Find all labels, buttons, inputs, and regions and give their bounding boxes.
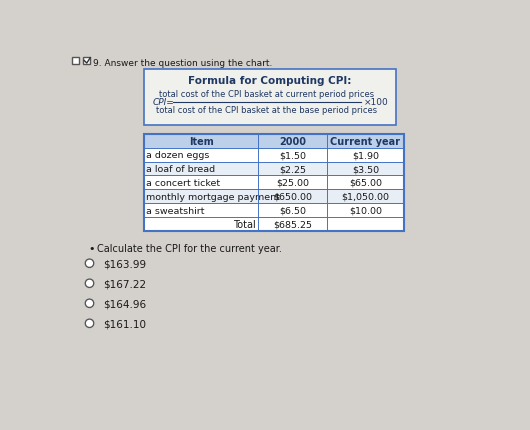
- Text: Calculate the CPI for the current year.: Calculate the CPI for the current year.: [97, 244, 282, 254]
- Text: $1.50: $1.50: [279, 151, 306, 160]
- Text: monthly mortgage payment: monthly mortgage payment: [146, 192, 280, 201]
- Text: $167.22: $167.22: [103, 279, 147, 289]
- Bar: [144, 135, 404, 231]
- Text: total cost of the CPI basket at the base period prices: total cost of the CPI basket at the base…: [156, 105, 377, 114]
- Text: Total: Total: [233, 219, 256, 230]
- Text: $164.96: $164.96: [103, 298, 147, 309]
- Circle shape: [85, 299, 94, 308]
- Bar: [144, 162, 404, 176]
- Text: Formula for Computing CPI:: Formula for Computing CPI:: [188, 76, 351, 86]
- Text: $65.00: $65.00: [349, 178, 382, 187]
- Text: 2000: 2000: [279, 136, 306, 147]
- Text: $685.25: $685.25: [273, 220, 312, 229]
- Text: a concert ticket: a concert ticket: [146, 178, 220, 187]
- Text: $2.25: $2.25: [279, 165, 306, 174]
- Circle shape: [85, 319, 94, 328]
- Bar: [144, 190, 404, 204]
- Bar: [144, 70, 395, 126]
- Text: ×100: ×100: [364, 98, 388, 107]
- Text: $161.10: $161.10: [103, 319, 146, 329]
- Text: $10.00: $10.00: [349, 206, 382, 215]
- Bar: [144, 135, 404, 231]
- Text: $1,050.00: $1,050.00: [341, 192, 390, 201]
- Text: Item: Item: [189, 136, 214, 147]
- Bar: [73, 58, 79, 64]
- Text: $1.90: $1.90: [352, 151, 379, 160]
- Text: a sweatshirt: a sweatshirt: [146, 206, 205, 215]
- Text: $163.99: $163.99: [103, 258, 147, 269]
- Text: $650.00: $650.00: [273, 192, 312, 201]
- Text: a dozen eggs: a dozen eggs: [146, 151, 209, 160]
- Text: $6.50: $6.50: [279, 206, 306, 215]
- Text: Current year: Current year: [330, 136, 400, 147]
- Text: a loaf of bread: a loaf of bread: [146, 165, 215, 174]
- Circle shape: [85, 259, 94, 268]
- Bar: [144, 135, 404, 148]
- Text: $25.00: $25.00: [276, 178, 309, 187]
- Text: •: •: [88, 244, 94, 254]
- Bar: [83, 58, 90, 64]
- Text: 9. Answer the question using the chart.: 9. Answer the question using the chart.: [93, 58, 273, 68]
- Circle shape: [85, 280, 94, 288]
- Text: CPI=: CPI=: [153, 98, 175, 107]
- Text: total cost of the CPI basket at current period prices: total cost of the CPI basket at current …: [160, 90, 375, 99]
- Text: $3.50: $3.50: [352, 165, 379, 174]
